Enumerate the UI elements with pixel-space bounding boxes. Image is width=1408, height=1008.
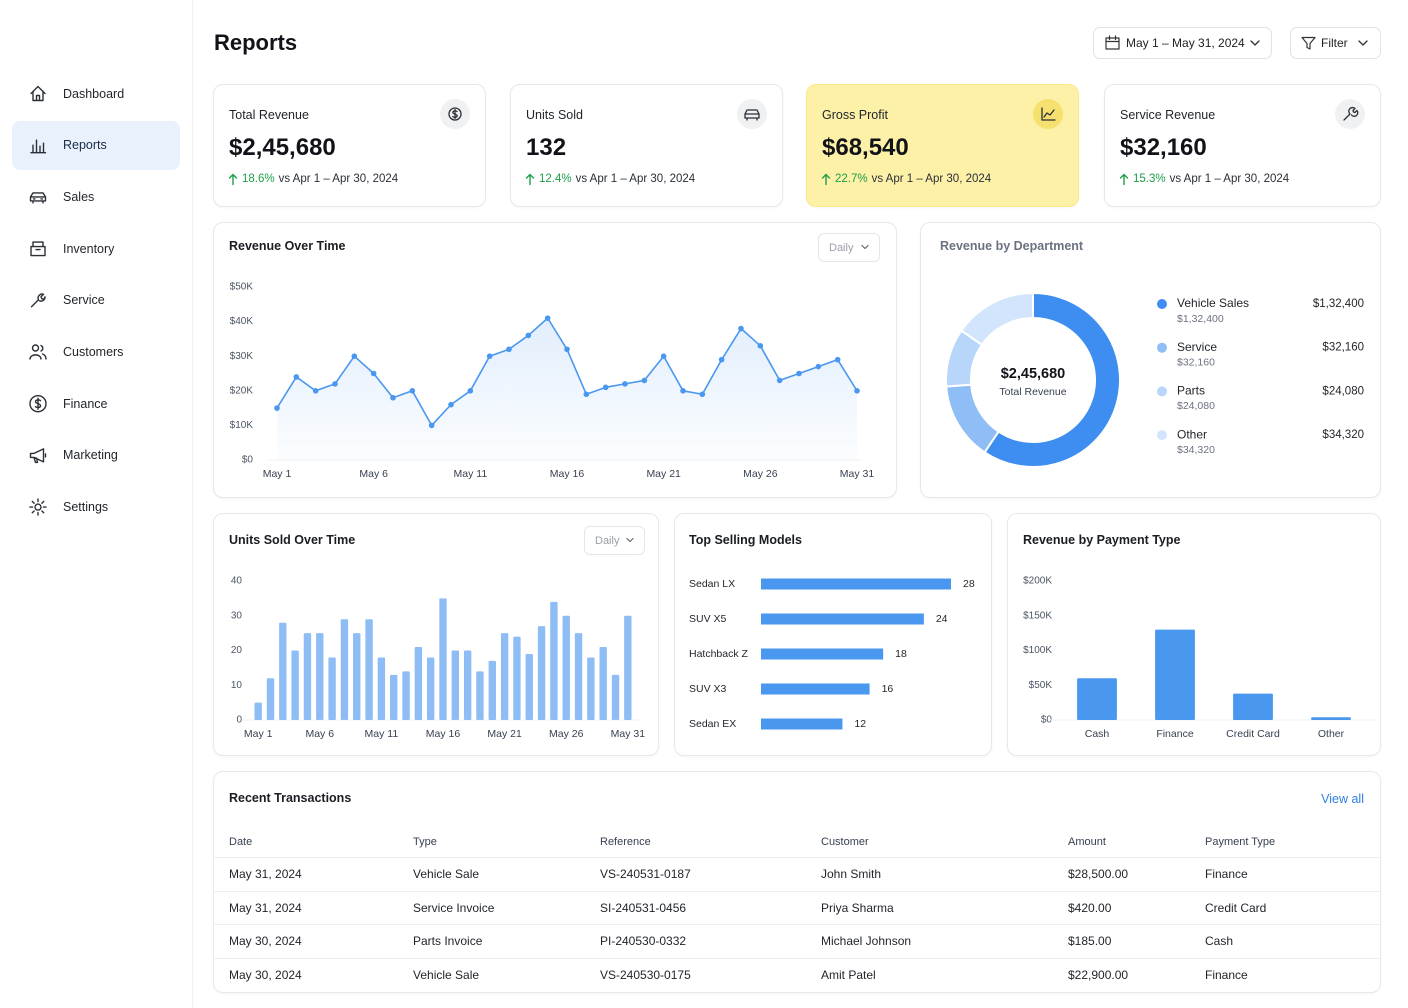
nav-item[interactable]: Sales <box>63 189 95 204</box>
chart-title: Top Selling Models <box>689 533 802 547</box>
page-title: Reports <box>214 30 298 55</box>
nav-item[interactable]: Finance <box>63 396 108 411</box>
table-cell: $185.00 <box>1068 934 1112 949</box>
table-cell: Finance <box>1205 968 1248 983</box>
table-cell: Parts Invoice <box>413 934 483 949</box>
kpi-change: 22.7% vs Apr 1 – Apr 30, 2024 <box>835 173 991 185</box>
date-range-button[interactable] <box>1093 27 1272 59</box>
chart-title: Revenue by Payment Type <box>1023 533 1181 547</box>
chart-card <box>920 222 1381 498</box>
chart-card <box>213 222 897 498</box>
column-header: Reference <box>600 836 651 848</box>
chart-card <box>674 513 992 756</box>
kpi-title: Service Revenue <box>1120 108 1216 122</box>
filter-label: Filter <box>1321 36 1348 50</box>
table-cell: May 30, 2024 <box>229 934 302 949</box>
table-cell: May 31, 2024 <box>229 867 302 881</box>
table-cell: $28,500.00 <box>1068 867 1129 881</box>
view-all-link[interactable]: View all <box>1321 792 1364 806</box>
kpi-change-percent: 12.4% <box>539 173 572 185</box>
kpi-change: 12.4% vs Apr 1 – Apr 30, 2024 <box>539 173 695 185</box>
period-dropdown[interactable] <box>818 233 880 262</box>
kpi-card <box>1104 84 1381 207</box>
table-cell: Vehicle Sale <box>413 968 480 983</box>
kpi-comparison: vs Apr 1 – Apr 30, 2024 <box>575 173 696 185</box>
kpi-change-percent: 15.3% <box>1133 173 1166 185</box>
column-header: Payment Type <box>1205 836 1276 848</box>
table-cell: Credit Card <box>1205 900 1267 915</box>
kpi-change-percent: 18.6% <box>242 173 275 185</box>
kpi-change: 18.6% vs Apr 1 – Apr 30, 2024 <box>242 173 398 185</box>
kpi-comparison: vs Apr 1 – Apr 30, 2024 <box>1169 173 1290 185</box>
kpi-change: 15.3% vs Apr 1 – Apr 30, 2024 <box>1133 173 1289 185</box>
chart-title: Revenue Over Time <box>229 239 346 253</box>
table-cell: Priya Sharma <box>821 900 894 915</box>
nav-item[interactable]: Reports <box>63 138 107 153</box>
kpi-title: Units Sold <box>526 108 583 122</box>
kpi-change-percent: 22.7% <box>835 173 868 185</box>
table-cell: SI-240531-0456 <box>600 900 687 915</box>
period-dropdown[interactable] <box>584 526 645 555</box>
nav-item[interactable]: Dashboard <box>63 86 125 101</box>
kpi-value: 132 <box>526 134 567 161</box>
table-cell: VS-240531-0187 <box>600 867 691 881</box>
table-cell: Cash <box>1205 934 1234 949</box>
table-cell: Michael Johnson <box>821 934 912 949</box>
period-label: Daily <box>829 241 854 254</box>
kpi-value: $68,540 <box>822 134 909 161</box>
nav-item[interactable]: Inventory <box>63 241 115 256</box>
table-cell: $420.00 <box>1068 900 1112 915</box>
table-title: Recent Transactions <box>229 791 352 805</box>
table-cell: PI-240530-0332 <box>600 934 687 949</box>
row-divider <box>214 958 1380 960</box>
kpi-comparison: vs Apr 1 – Apr 30, 2024 <box>871 173 992 185</box>
kpi-title: Total Revenue <box>229 108 309 122</box>
kpi-value: $32,160 <box>1120 134 1207 161</box>
chart-card <box>213 513 659 756</box>
chart-card <box>1007 513 1381 756</box>
period-label: Daily <box>595 534 620 547</box>
chart-title: Units Sold Over Time <box>229 533 356 547</box>
kpi-card <box>213 84 486 207</box>
table-cell: May 30, 2024 <box>229 968 302 983</box>
table-cell: Vehicle Sale <box>413 867 480 881</box>
kpi-value: $2,45,680 <box>229 134 336 161</box>
column-header: Amount <box>1068 836 1106 848</box>
nav-item[interactable]: Customers <box>63 345 124 359</box>
column-header: Date <box>229 836 253 848</box>
table-cell: Finance <box>1205 867 1248 881</box>
nav-item[interactable]: Marketing <box>63 448 118 463</box>
row-divider <box>214 890 1380 892</box>
nav-item[interactable]: Settings <box>63 500 109 515</box>
column-header: Customer <box>821 836 869 848</box>
table-cell: John Smith <box>821 867 882 881</box>
row-divider <box>214 924 1380 926</box>
nav-item[interactable]: Service <box>63 293 105 308</box>
kpi-comparison: vs Apr 1 – Apr 30, 2024 <box>278 173 399 185</box>
kpi-title: Gross Profit <box>822 108 888 122</box>
row-divider <box>214 857 1380 858</box>
table-cell: $22,900.00 <box>1068 968 1129 983</box>
date-range-label: May 1 – May 31, 2024 <box>1126 36 1245 50</box>
chart-title: Revenue by Department <box>940 239 1084 253</box>
table-cell: Service Invoice <box>413 900 495 915</box>
column-header: Type <box>413 836 437 848</box>
table-card <box>213 771 1381 993</box>
table-cell: VS-240530-0175 <box>600 968 691 983</box>
table-cell: May 31, 2024 <box>229 900 302 915</box>
table-cell: Amit Patel <box>821 968 876 983</box>
